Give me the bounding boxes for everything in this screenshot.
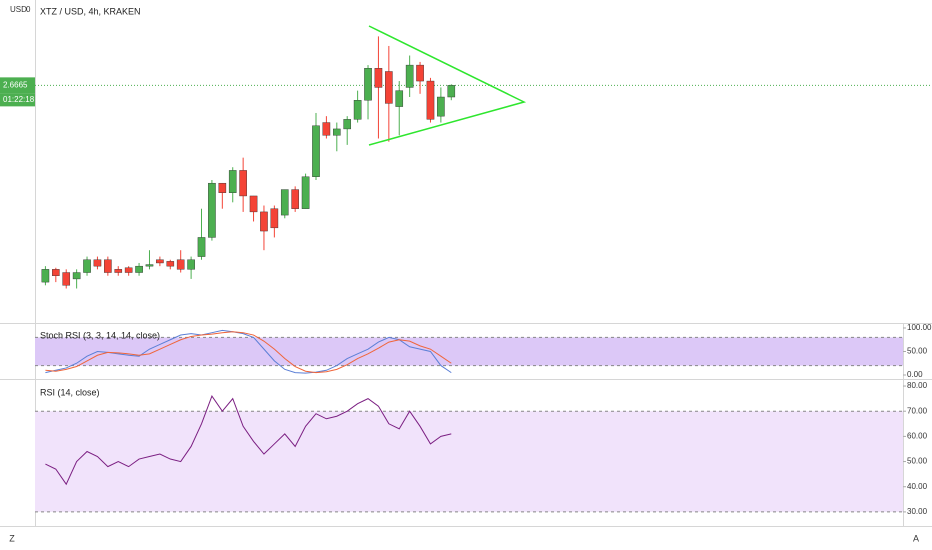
candle-body: [426, 80, 435, 120]
candle-body: [239, 170, 247, 197]
auto-scale-button[interactable]: A: [913, 533, 919, 543]
candle-body: [447, 85, 456, 98]
last-price-label: 2.6665: [3, 80, 28, 89]
candle-body: [93, 259, 102, 267]
candle-body: [343, 119, 352, 130]
countdown-box: [0, 93, 35, 107]
indicator-line: [45, 395, 452, 486]
candle-body: [228, 170, 237, 193]
candle-body: [280, 189, 289, 216]
y-tick-label: 50.00: [907, 347, 928, 356]
candle-body: [197, 237, 206, 257]
band-fill: [35, 337, 903, 366]
indicator-title: RSI (14, close): [40, 387, 100, 397]
candle-body: [62, 272, 71, 286]
candle-body: [364, 68, 372, 101]
candle-body: [416, 64, 424, 82]
candle-body: [405, 64, 414, 88]
y-tick-label: 0.00: [907, 370, 923, 379]
candle-body: [124, 267, 133, 273]
candle-body: [187, 259, 195, 270]
candle-body: [208, 182, 216, 238]
candle-body: [218, 182, 227, 193]
candle-body: [83, 259, 91, 273]
indicator-title: Stoch RSI (3, 3, 14, 14, close): [40, 330, 160, 340]
last-price-box: [0, 77, 35, 94]
candle-body: [374, 68, 383, 88]
y-tick-label: 60.00: [907, 431, 928, 440]
y-tick-label: 70.00: [907, 406, 928, 415]
y-tick-label: 40.00: [907, 482, 928, 491]
candle-body: [145, 264, 154, 267]
currency: USD: [10, 5, 27, 14]
candle-body: [322, 122, 331, 136]
labels: 2.6665 01:22:18 100.00 50.00 0.00 80.00 70.00 6…: [0, 77, 932, 516]
countdown-label: 01:22:18: [3, 95, 35, 104]
candle-body: [301, 176, 310, 209]
candle-body: [270, 208, 279, 229]
candle-body: [312, 125, 320, 177]
y-tick-label: 80.00: [907, 381, 928, 390]
y-tick-label: 30.00: [907, 507, 928, 516]
candle-body: [156, 259, 164, 264]
candle-body: [333, 128, 341, 136]
candle-body: [41, 269, 50, 283]
currency-badge: 0: [26, 5, 31, 14]
y-tick-label: 50.00: [907, 457, 928, 466]
candle-body: [353, 100, 362, 120]
candle-body: [135, 265, 143, 273]
candle-body: [260, 211, 268, 232]
triangle-drawing: [368, 25, 527, 146]
candle-body: [114, 269, 123, 273]
candle-body: [104, 259, 112, 273]
marks: [41, 36, 456, 486]
indicator-line: [45, 331, 452, 374]
candle-body: [52, 269, 60, 276]
candle-body: [176, 259, 185, 270]
timezone-button[interactable]: Z: [9, 533, 15, 543]
chart-title: XTZ / USD, 4h, KRAKEN: [40, 6, 141, 16]
candle-body: [166, 261, 175, 267]
candle-body: [291, 189, 299, 209]
band-fill: [35, 411, 903, 512]
y-tick-label: 100.00: [907, 323, 932, 332]
candle-body: [437, 96, 445, 117]
candle-body: [72, 272, 81, 280]
candle-body: [395, 90, 404, 107]
candle-body: [385, 71, 393, 104]
candle-body: [249, 195, 258, 213]
